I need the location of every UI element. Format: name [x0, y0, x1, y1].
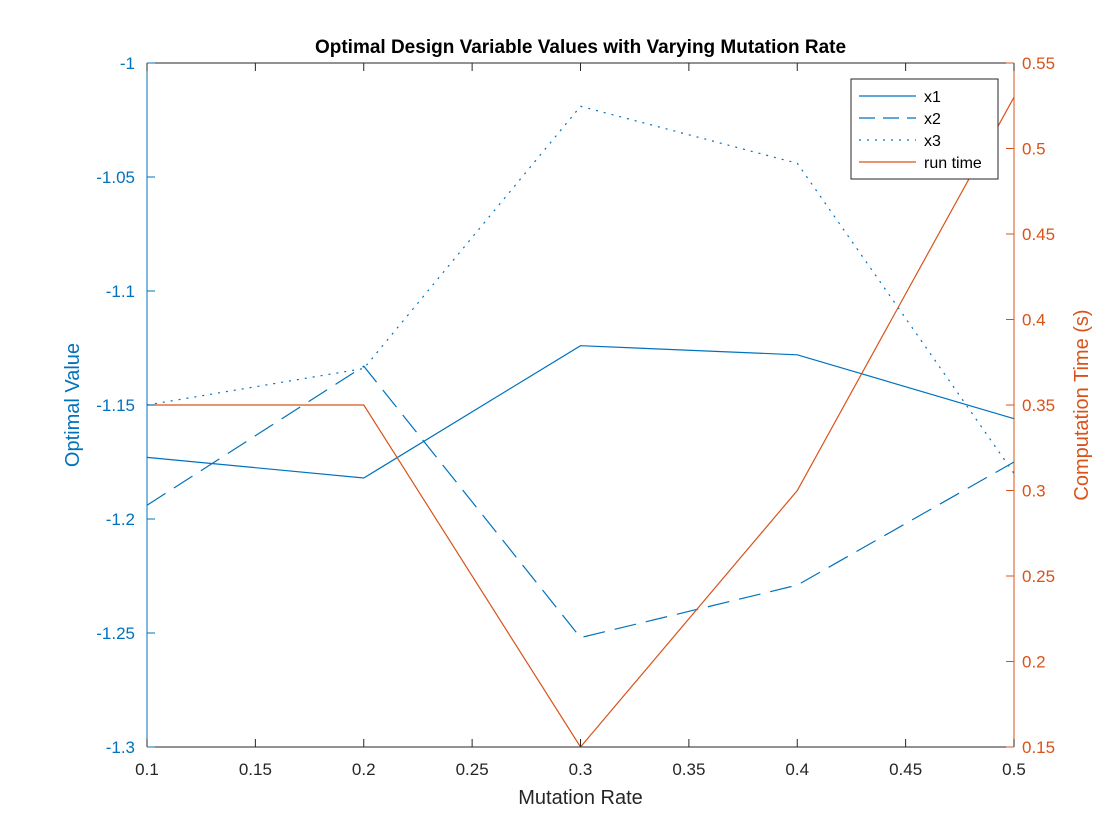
labels-layer: Optimal Design Variable Values with Vary… [62, 37, 1093, 809]
x-tick-label: 0.2 [352, 760, 376, 779]
y-right-axis-label: Computation Time (s) [1071, 309, 1093, 500]
y-left-tick-label: -1.25 [96, 624, 135, 643]
y-right-tick-label: 0.3 [1022, 482, 1046, 501]
series-line-x2 [146, 365, 1015, 639]
legend-label: x2 [924, 111, 941, 128]
x-tick-label: 0.35 [672, 760, 705, 779]
y-right-tick-label: 0.4 [1022, 311, 1046, 330]
legend-label: x1 [924, 89, 941, 106]
y-left-tick-label: -1.1 [106, 282, 135, 301]
legend-label: x3 [924, 133, 941, 150]
legend: x1 x2 x3 run time [850, 78, 999, 180]
y-right-tick-label: 0.2 [1022, 653, 1046, 672]
x-tick-label: 0.25 [456, 760, 489, 779]
y-left-tick-label: -1.3 [106, 738, 135, 757]
x-tick-label: 0.1 [135, 760, 159, 779]
series-line-x3 [146, 105, 1015, 474]
y-right-tick-label: 0.35 [1022, 396, 1055, 415]
legend-label: run time [924, 155, 982, 172]
ticks-layer: 0.1 0.15 0.2 0.25 0.3 0.35 0.4 0.45 0.5 -1 -1.05 -1… [96, 54, 1055, 779]
y-left-tick-label: -1.15 [96, 396, 135, 415]
x-tick-label: 0.5 [1002, 760, 1026, 779]
y-right-tick-label: 0.55 [1022, 54, 1055, 73]
y-right-tick-label: 0.25 [1022, 567, 1055, 586]
y-right-tick-label: 0.5 [1022, 140, 1046, 159]
x-tick-label: 0.3 [569, 760, 593, 779]
y-left-tick-label: -1 [120, 54, 135, 73]
x-tick-label: 0.15 [239, 760, 272, 779]
x-axis-label: Mutation Rate [518, 787, 643, 809]
x-tick-label: 0.45 [889, 760, 922, 779]
x-tick-label: 0.4 [785, 760, 809, 779]
y-left-tick-label: -1.05 [96, 168, 135, 187]
y-left-tick-label: -1.2 [106, 510, 135, 529]
chart-title: Optimal Design Variable Values with Vary… [315, 37, 846, 58]
y-right-tick-label: 0.45 [1022, 225, 1055, 244]
y-left-axis-label: Optimal Value [62, 343, 84, 467]
y-right-tick-label: 0.15 [1022, 738, 1055, 757]
series-line-x1 [146, 345, 1015, 479]
